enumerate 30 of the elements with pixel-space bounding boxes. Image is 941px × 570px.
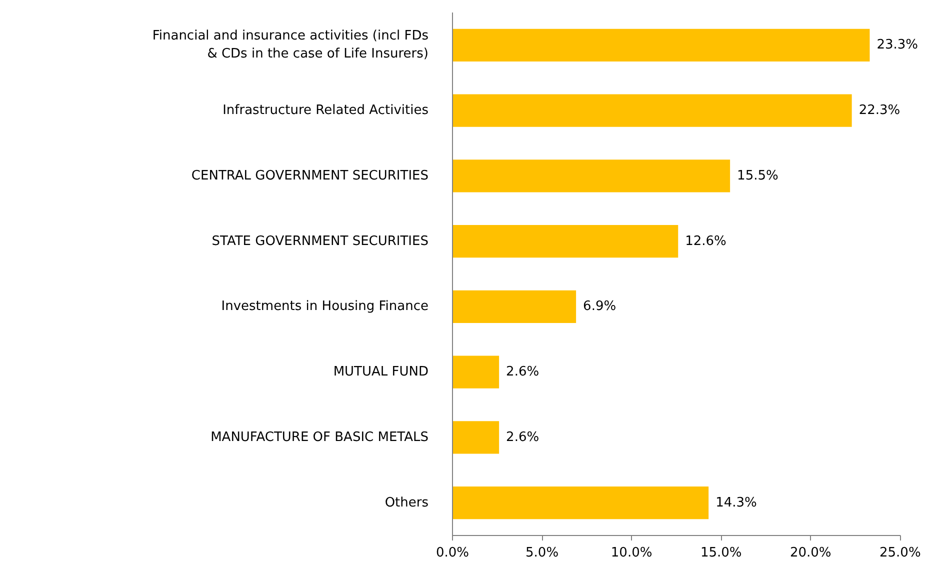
y-tick-label: Others: [384, 495, 429, 510]
bar: [452, 224, 678, 258]
x-tick-label: 10.0%: [610, 546, 652, 560]
y-tick-label: MANUFACTURE OF BASIC METALS: [210, 430, 429, 445]
data-label: 2.6%: [506, 430, 540, 445]
data-label: 22.3%: [858, 103, 900, 118]
data-label: 23.3%: [876, 38, 918, 53]
bar: [452, 421, 500, 454]
x-tick-label: 5.0%: [526, 546, 559, 560]
bar: [452, 356, 500, 388]
bar: [452, 28, 870, 62]
x-tick-label: 15.0%: [700, 546, 742, 560]
x-tick-label: 20.0%: [790, 546, 832, 560]
y-tick-label: Financial and insurance activities (incl FDs & CDs in the case of Life Insurers): [152, 28, 429, 62]
data-label: 6.9%: [583, 299, 616, 314]
bar: [452, 160, 730, 192]
x-tick-label: 25.0%: [880, 546, 921, 560]
data-label: 14.3%: [716, 495, 757, 510]
y-tick-label: CENTRAL GOVERNMENT SECURITIES: [191, 168, 429, 184]
bar: [452, 486, 709, 520]
data-label: 15.5%: [737, 168, 778, 184]
y-tick-label: MUTUAL FUND: [333, 364, 429, 380]
bar: [452, 290, 576, 324]
x-tick-label: 0.0%: [436, 546, 470, 560]
data-label: 2.6%: [506, 364, 540, 380]
bar: [452, 94, 852, 127]
data-label: 12.6%: [685, 234, 726, 249]
y-tick-label: Investments in Housing Finance: [221, 299, 428, 314]
y-tick-label: STATE GOVERNMENT SECURITIES: [212, 234, 429, 249]
y-tick-label: Infrastructure Related Activities: [222, 103, 429, 118]
